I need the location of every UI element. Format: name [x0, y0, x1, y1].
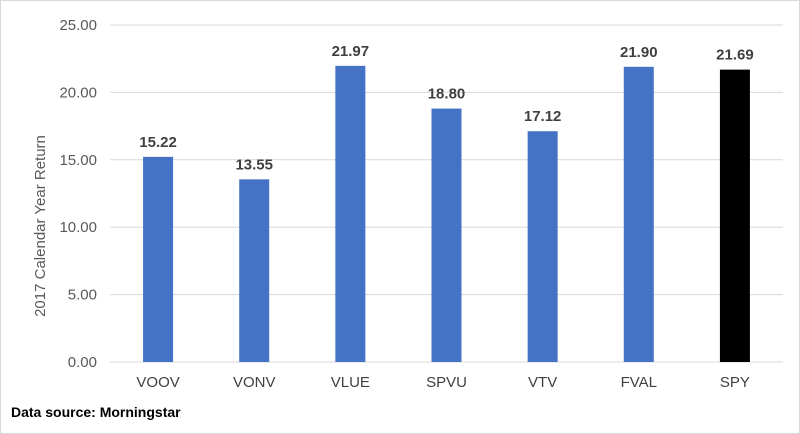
x-category-label: SPY — [720, 374, 750, 391]
x-category-label: VLUE — [331, 374, 370, 391]
x-axis-categories: VOOV VONV VLUE SPVU VTV FVAL SPY — [136, 374, 750, 391]
data-label: 17.12 — [524, 108, 562, 125]
x-category-label: VTV — [528, 374, 557, 391]
bar-vlue — [335, 65, 366, 363]
x-category-label: SPVU — [426, 374, 467, 391]
y-axis-title: 2017 Calendar Year Return — [32, 135, 49, 317]
bar-vonv — [239, 179, 270, 362]
y-axis-ticks: 0.00 5.00 10.00 15.00 20.00 25.00 — [59, 17, 97, 371]
bar-vtv — [527, 131, 558, 362]
y-tick-label: 20.00 — [59, 84, 97, 101]
y-tick-label: 15.00 — [59, 152, 97, 169]
data-label: 15.22 — [139, 134, 177, 151]
data-label: 21.69 — [716, 47, 754, 64]
x-category-label: VOOV — [136, 374, 179, 391]
y-tick-label: 25.00 — [59, 17, 97, 34]
data-label: 21.97 — [332, 43, 370, 60]
bar-spvu — [431, 108, 462, 363]
bar-fval — [623, 66, 654, 363]
y-tick-label: 10.00 — [59, 219, 97, 236]
data-label: 21.90 — [620, 44, 658, 61]
bars — [143, 65, 750, 363]
bar-voov — [143, 156, 174, 362]
data-label: 13.55 — [235, 156, 273, 173]
data-label: 18.80 — [428, 86, 466, 103]
bar-spy — [719, 69, 750, 362]
y-tick-label: 5.00 — [68, 287, 97, 304]
y-tick-label: 0.00 — [68, 354, 97, 371]
x-category-label: FVAL — [621, 374, 657, 391]
data-labels: 15.22 13.55 21.97 18.80 17.12 21.90 21.69 — [139, 43, 753, 174]
source-note: Data source: Morningstar — [11, 404, 181, 420]
x-category-label: VONV — [233, 374, 276, 391]
